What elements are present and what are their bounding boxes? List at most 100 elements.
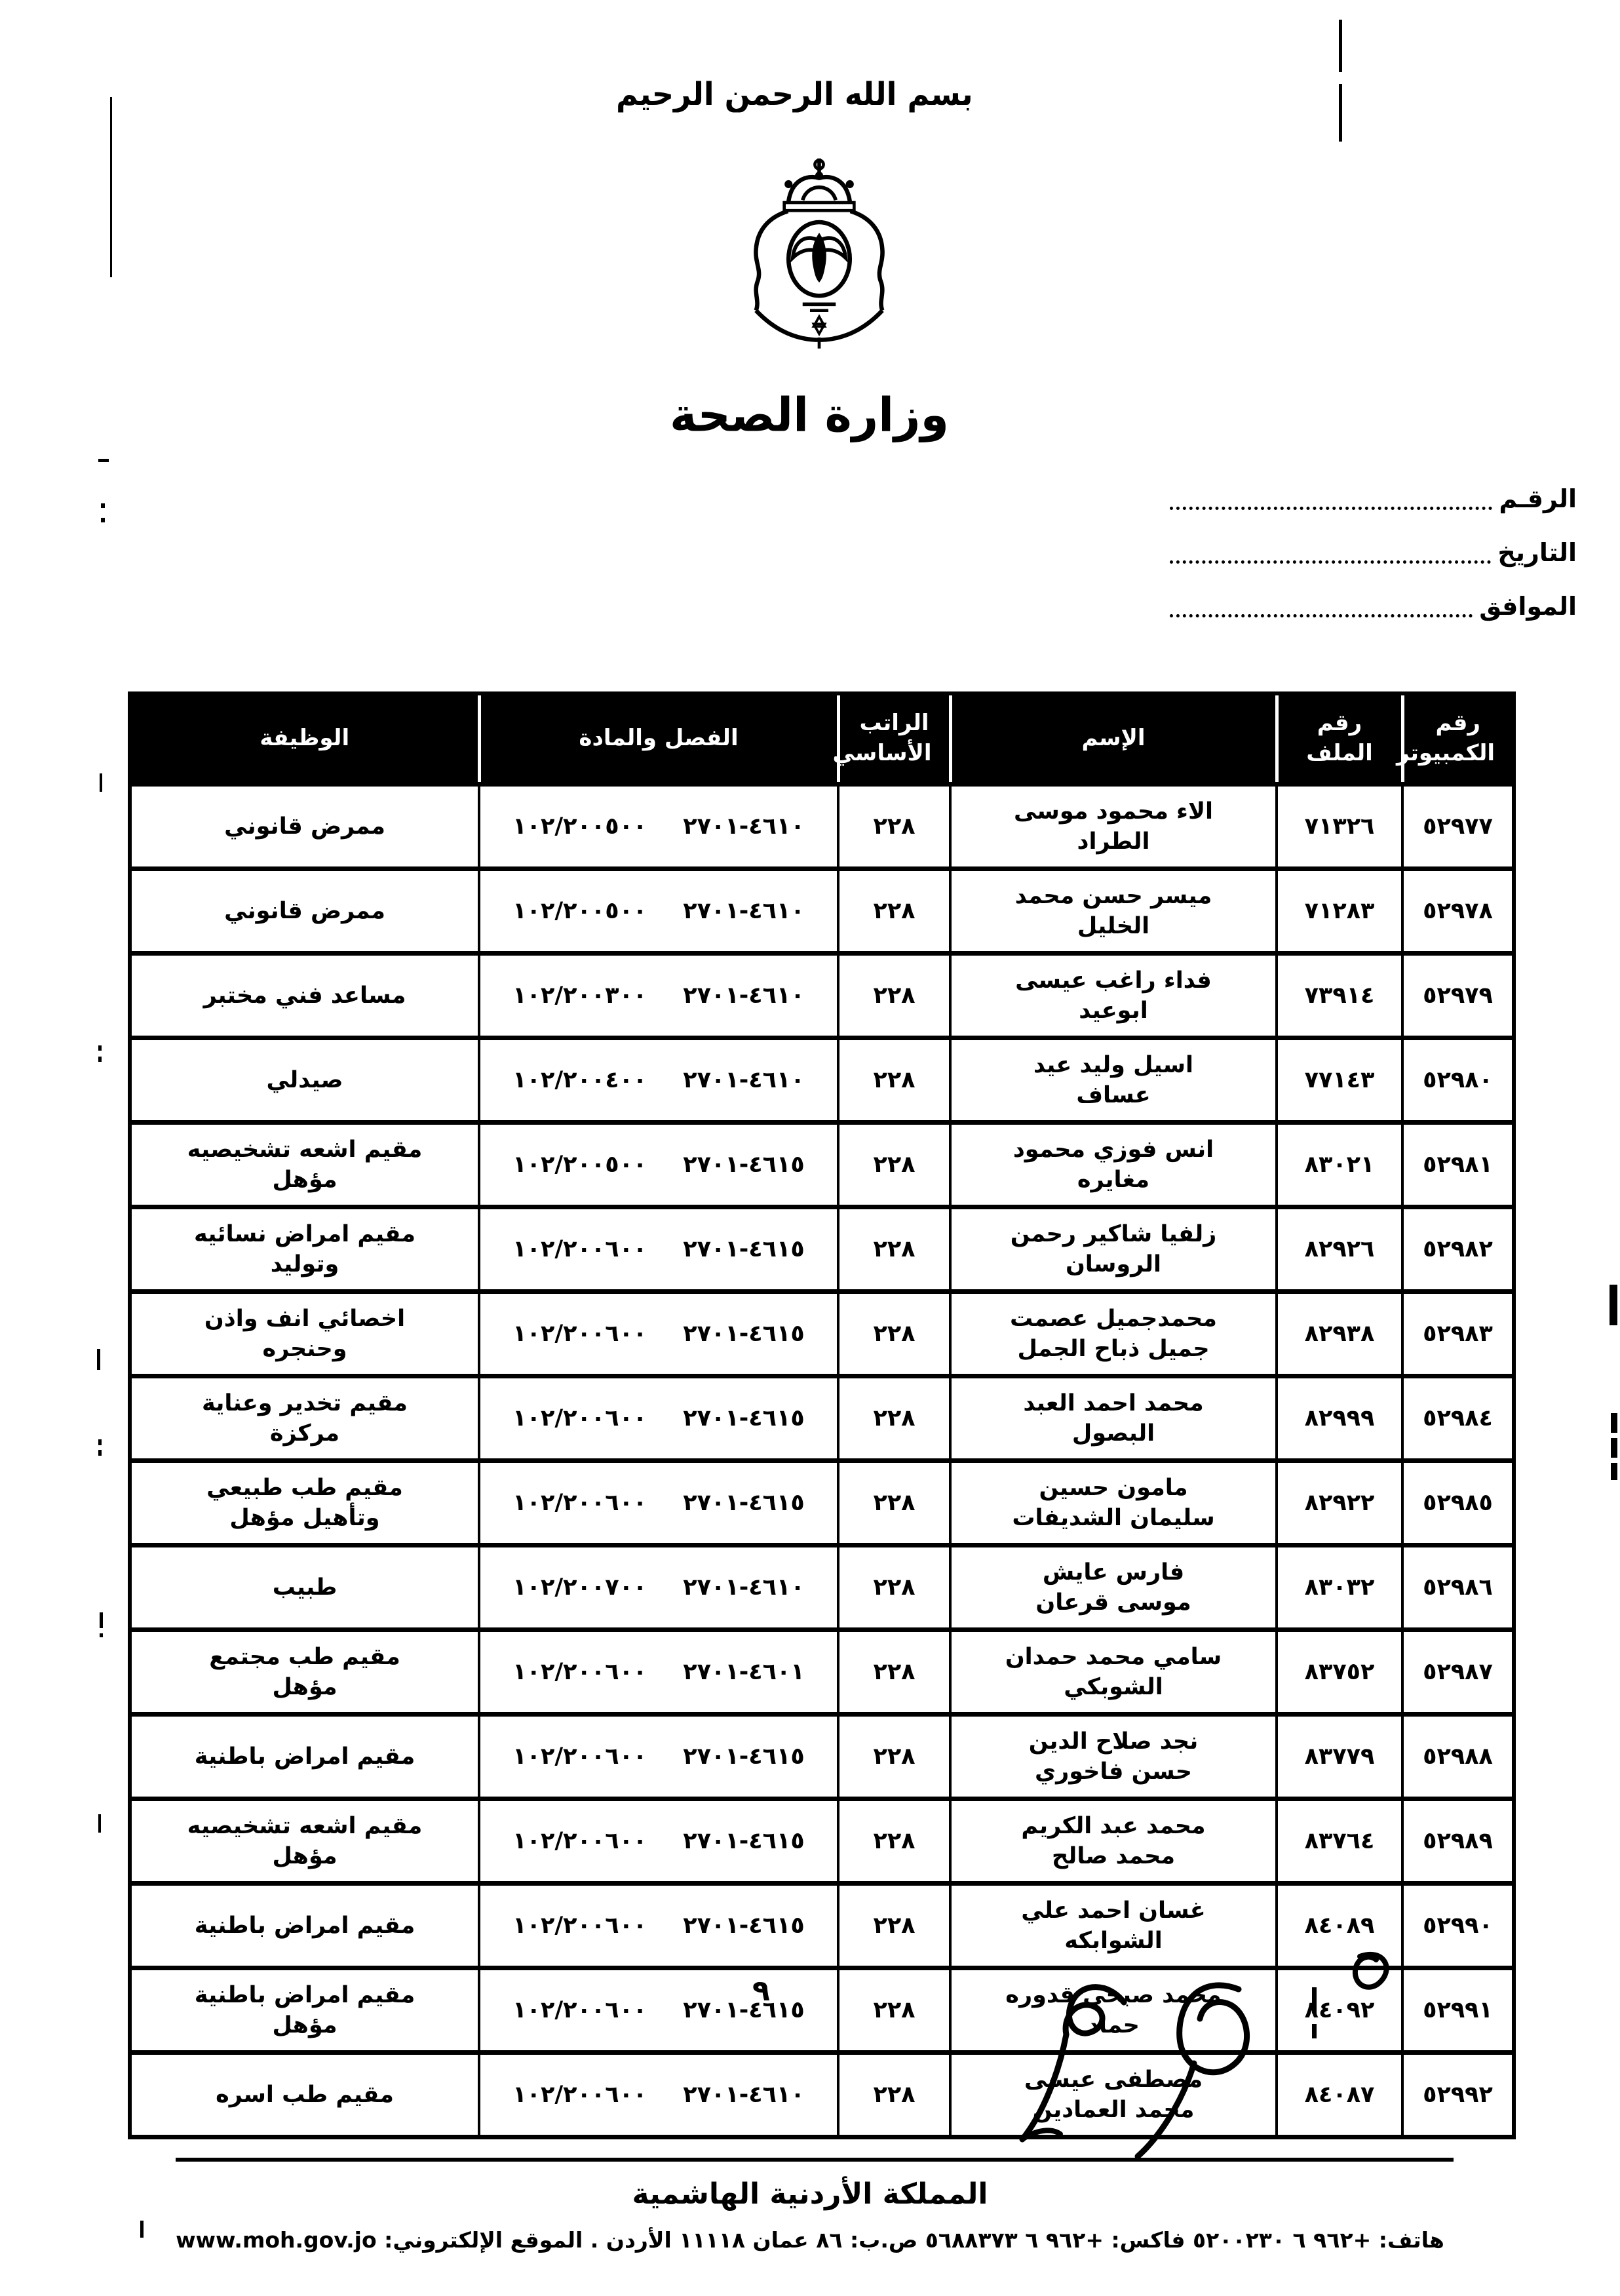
budget-chapter-code: ١٠٢/٢٠٠٦٠٠ xyxy=(512,1912,647,1939)
scan-artifact xyxy=(1611,1463,1617,1480)
file-number-cell: ٧٣٩١٤ xyxy=(1275,951,1404,1040)
budget-chapter-code: ١٠٢/٢٠٠٦٠٠ xyxy=(512,2081,647,2108)
computer-number-cell: ٥٢٩٨٧ xyxy=(1401,1627,1515,1717)
scan-artifact xyxy=(98,1045,102,1051)
ref-number-label: الرقـم xyxy=(1499,484,1577,514)
table-row: ٥٢٩٩٠ ٨٤٠٨٩ غسان احمد علي الشوابكه ٢٢٨ ١٠٢/٢… xyxy=(128,1881,1515,1970)
job-title-cell: ممرض قانوني xyxy=(128,866,480,956)
computer-number-cell: ٥٢٩٨٣ xyxy=(1401,1289,1515,1378)
classification-codes: ١٠٢/٢٠٠٦٠٠ ٤٦١٥-٢٧٠١ xyxy=(499,1319,819,1349)
classification-codes: ١٠٢/٢٠٠٦٠٠ ٤٦١٥-٢٧٠١ xyxy=(499,1741,819,1772)
classification-cell: ١٠٢/٢٠٠٤٠٠ ٤٦١٠-٢٧٠١ xyxy=(478,1036,839,1125)
classification-codes: ١٠٢/٢٠٠٤٠٠ ٤٦١٠-٢٧٠١ xyxy=(499,1065,819,1095)
computer-number-cell: ٥٢٩٨٠ xyxy=(1401,1036,1515,1125)
file-number-cell: ٨٢٩٣٨ xyxy=(1275,1289,1404,1378)
classification-codes: ١٠٢/٢٠٠٦٠٠ ٤٦١٥-٢٧٠١ xyxy=(499,1488,819,1518)
budget-group-code: ٤٦١٥-٢٧٠١ xyxy=(683,1151,805,1178)
computer-number-cell: ٥٢٩٩٠ xyxy=(1401,1881,1515,1970)
file-number-cell: ٨٣٧٧٩ xyxy=(1275,1712,1404,1801)
job-title-cell: مقيم امراض باطنية مؤهل xyxy=(128,1966,480,2055)
salary-cell: ٢٢٨ xyxy=(837,1797,952,1886)
appointments-tbody: ٥٢٩٧٧ ٧١٣٢٦ الاء محمود موسى الطراد ٢٢٨ ١٠٢/٢… xyxy=(128,782,1515,2139)
classification-cell: ١٠٢/٢٠٠٧٠٠ ٤٦١٠-٢٧٠١ xyxy=(478,1543,839,1632)
classification-cell: ١٠٢/٢٠٠٦٠٠ ٤٦١٥-٢٧٠١ xyxy=(478,1797,839,1886)
scan-artifact xyxy=(101,503,105,508)
classification-codes: ١٠٢/٢٠٠٦٠٠ ٤٦١٥-٢٧٠١ xyxy=(499,1995,819,2025)
appointments-table: رقم الكمبيوتر رقم الملف الإسم الراتب الأ… xyxy=(128,691,1516,2139)
scan-artifact xyxy=(1611,1413,1617,1433)
table-row: ٥٢٩٨٣ ٨٢٩٣٨ محمدجميل عصمت جميل ذباح الجمل ٢… xyxy=(128,1289,1515,1378)
budget-group-code: ٤٦١٠-٢٧٠١ xyxy=(683,1066,805,1093)
classification-codes: ١٠٢/٢٠٠٦٠٠ ٤٦١٥-٢٧٠١ xyxy=(499,1234,819,1264)
computer-number-cell: ٥٢٩٨٦ xyxy=(1401,1543,1515,1632)
budget-chapter-code: ١٠٢/٢٠٠٣٠٠ xyxy=(512,982,647,1009)
classification-cell: ١٠٢/٢٠٠٥٠٠ ٤٦١٠-٢٧٠١ xyxy=(478,866,839,956)
salary-cell: ٢٢٨ xyxy=(837,1627,952,1717)
classification-codes: ١٠٢/٢٠٠٥٠٠ ٤٦١٠-٢٧٠١ xyxy=(499,896,819,926)
budget-group-code: ٤٦١٥-٢٧٠١ xyxy=(683,1912,805,1939)
table-row: ٥٢٩٨٥ ٨٢٩٢٢ مامون حسين سليمان الشديفات ٢٢٨ ١… xyxy=(128,1458,1515,1547)
classification-codes: ١٠٢/٢٠٠٥٠٠ ٤٦١٥-٢٧٠١ xyxy=(499,1150,819,1180)
budget-group-code: ٤٦١٠-٢٧٠١ xyxy=(683,1574,805,1601)
table-row: ٥٢٩٧٧ ٧١٣٢٦ الاء محمود موسى الطراد ٢٢٨ ١٠٢/٢… xyxy=(128,782,1515,871)
salary-cell: ٢٢٨ xyxy=(837,1881,952,1970)
classification-cell: ١٠٢/٢٠٠٦٠٠ ٤٦١٥-٢٧٠١ xyxy=(478,1458,839,1547)
budget-group-code: ٤٦١٥-٢٧٠١ xyxy=(683,1489,805,1516)
job-title-cell: ممرض قانوني xyxy=(128,782,480,871)
budget-chapter-code: ١٠٢/٢٠٠٦٠٠ xyxy=(512,1236,647,1262)
computer-number-cell: ٥٢٩٧٧ xyxy=(1401,782,1515,871)
salary-cell: ٢٢٨ xyxy=(837,1289,952,1378)
job-title-cell: طبيب xyxy=(128,1543,480,1632)
computer-number-cell: ٥٢٩٨٥ xyxy=(1401,1458,1515,1547)
scan-artifact xyxy=(98,1057,102,1062)
budget-chapter-code: ١٠٢/٢٠٠٦٠٠ xyxy=(512,1827,647,1854)
classification-cell: ١٠٢/٢٠٠٦٠٠ ٤٦١٥-٢٧٠١ xyxy=(478,1289,839,1378)
header-chapter-article: الفصل والمادة xyxy=(477,692,840,786)
table-row: ٥٢٩٧٨ ٧١٢٨٣ ميسر حسن محمد الخليل ٢٢٨ ١٠٢/٢٠٠… xyxy=(128,866,1515,956)
employee-name-cell: ميسر حسن محمد الخليل xyxy=(949,866,1278,956)
classification-codes: ١٠٢/٢٠٠٦٠٠ ٤٦١٠-٢٧٠١ xyxy=(499,2080,819,2110)
table-row: ٥٢٩٨٧ ٨٣٧٥٢ سامي محمد حمدان الشوبكي ٢٢٨ ١٠٢/… xyxy=(128,1627,1515,1717)
table-row: ٥٢٩٨٠ ٧٧١٤٣ اسيل وليد عيد عساف ٢٢٨ ١٠٢/٢٠٠٤٠… xyxy=(128,1036,1515,1125)
file-number-cell: ٨٣٠٢١ xyxy=(1275,1120,1404,1209)
classification-cell: ١٠٢/٢٠٠٦٠٠ ٤٦١٥-٢٧٠١ xyxy=(478,1374,839,1463)
footer-contact-line: هاتف: +٩٦٢ ٦ ٥٢٠٠٢٣٠ فاكس: +٩٦٢ ٦ ٥٦٨٨٣٧… xyxy=(176,2227,1444,2253)
table-row: ٥٢٩٨٤ ٨٢٩٩٩ محمد احمد العبد البصول ٢٢٨ ١٠٢/٢… xyxy=(128,1374,1515,1463)
budget-chapter-code: ١٠٢/٢٠٠٤٠٠ xyxy=(512,1066,647,1093)
budget-group-code: ٤٦٠١-٢٧٠١ xyxy=(683,1658,805,1685)
budget-chapter-code: ١٠٢/٢٠٠٦٠٠ xyxy=(512,1743,647,1770)
ref-date-label: التاريخ xyxy=(1497,538,1577,568)
computer-number-cell: ٥٢٩٧٩ xyxy=(1401,951,1515,1040)
employee-name-cell: سامي محمد حمدان الشوبكي xyxy=(949,1627,1278,1717)
job-title-cell: مقيم امراض باطنية xyxy=(128,1712,480,1801)
classification-cell: ١٠٢/٢٠٠٦٠٠ ٤٦١٥-٢٧٠١ xyxy=(478,1712,839,1801)
classification-codes: ١٠٢/٢٠٠٣٠٠ ٤٦١٠-٢٧٠١ xyxy=(499,981,819,1011)
ref-agreed-dotted-line xyxy=(1170,588,1473,617)
file-number-cell: ٧١٢٨٣ xyxy=(1275,866,1404,956)
ministry-title-calligraphy: وزارة الصحة xyxy=(670,387,949,442)
royal-emblem-icon xyxy=(724,146,914,375)
scan-artifact xyxy=(110,97,112,277)
employee-name-cell: انس فوزي محمود مغايره xyxy=(949,1120,1278,1209)
computer-number-cell: ٥٢٩٧٨ xyxy=(1401,866,1515,956)
employee-name-cell: نجد صلاح الدين حسن فاخوري xyxy=(949,1712,1278,1801)
computer-number-cell: ٥٢٩٨١ xyxy=(1401,1120,1515,1209)
budget-chapter-code: ١٠٢/٢٠٠٦٠٠ xyxy=(512,1996,647,2023)
scan-artifact xyxy=(1610,1285,1617,1325)
employee-name-cell: زلفيا شاكير رحمن الروسان xyxy=(949,1205,1278,1294)
salary-cell: ٢٢٨ xyxy=(837,951,952,1040)
scan-artifact xyxy=(100,1633,103,1637)
budget-group-code: ٤٦١٥-٢٧٠١ xyxy=(683,1827,805,1854)
computer-number-cell: ٥٢٩٨٨ xyxy=(1401,1712,1515,1801)
header-computer-number: رقم الكمبيوتر xyxy=(1397,692,1516,786)
classification-cell: ١٠٢/٢٠٠٦٠٠ ٤٦١٥-٢٧٠١ xyxy=(478,1205,839,1294)
scan-artifact xyxy=(98,1814,101,1833)
table-row: ٥٢٩٨١ ٨٣٠٢١ انس فوزي محمود مغايره ٢٢٨ ١٠٢/٢٠… xyxy=(128,1120,1515,1209)
file-number-cell: ٨٢٩٢٢ xyxy=(1275,1458,1404,1547)
classification-cell: ١٠٢/٢٠٠٦٠٠ ٤٦١٥-٢٧٠١ xyxy=(478,1966,839,2055)
file-number-cell: ٧١٣٢٦ xyxy=(1275,782,1404,871)
classification-cell: ١٠٢/٢٠٠٦٠٠ ٤٦٠١-٢٧٠١ xyxy=(478,1627,839,1717)
salary-cell: ٢٢٨ xyxy=(837,1543,952,1632)
classification-cell: ١٠٢/٢٠٠٥٠٠ ٤٦١٠-٢٧٠١ xyxy=(478,782,839,871)
ref-number-dotted-line xyxy=(1170,480,1493,510)
